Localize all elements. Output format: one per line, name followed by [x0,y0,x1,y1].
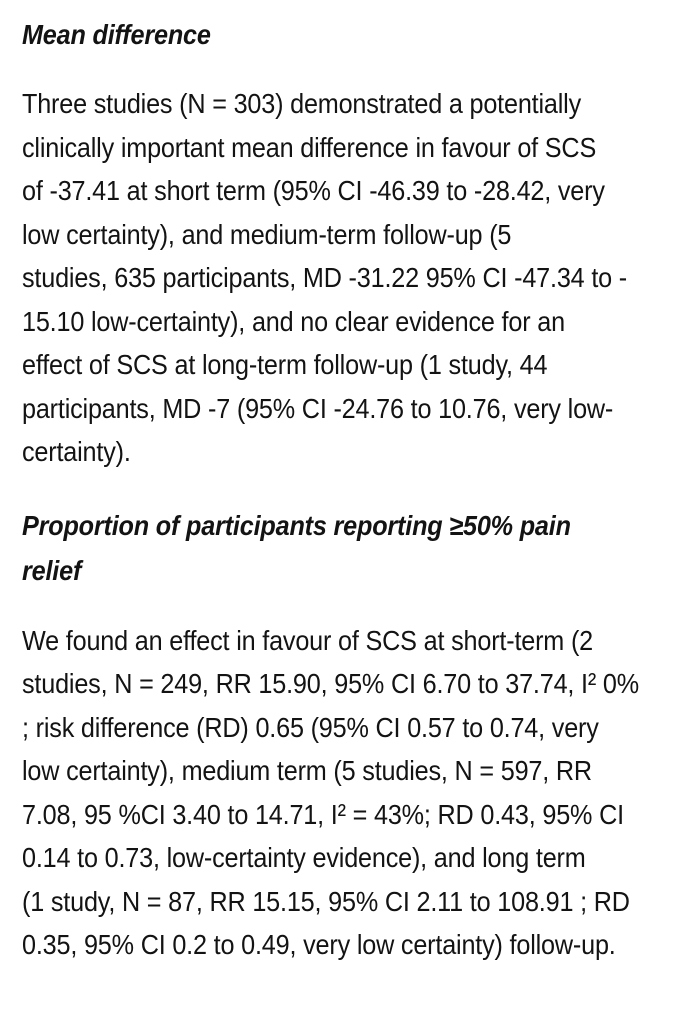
paragraph-proportion-pain-relief: We found an effect in favour of SCS at s… [22,624,639,961]
heading-mean-difference: Mean difference [22,19,211,50]
heading-proportion-pain-relief: Proportion of participants reporting ≥50… [22,509,571,586]
paragraph-mean-difference: Three studies (N = 303) demonstrated a p… [22,88,628,467]
